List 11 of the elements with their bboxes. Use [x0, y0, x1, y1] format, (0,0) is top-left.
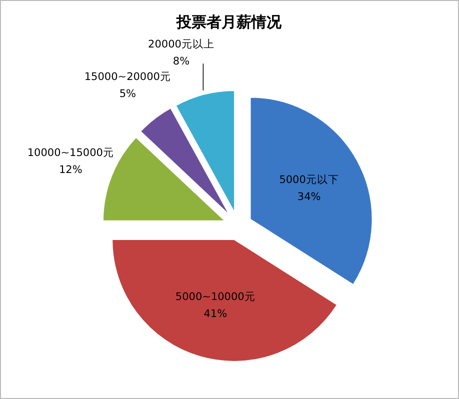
slice-label: 15000~20000元 [84, 70, 171, 83]
data-label: 41% [204, 308, 228, 320]
slice-label: 20000元以上 [148, 38, 214, 51]
chart-title: 投票者月薪情况 [176, 13, 282, 31]
slice-label: 5000元以下 [279, 172, 339, 186]
data-label: 12% [58, 164, 82, 176]
slice-label: 10000~15000元 [27, 146, 114, 159]
data-label: 5% [119, 88, 136, 100]
data-label: 34% [297, 190, 321, 203]
data-label: 8% [172, 56, 190, 68]
slice-label: 5000~10000元 [175, 290, 256, 303]
